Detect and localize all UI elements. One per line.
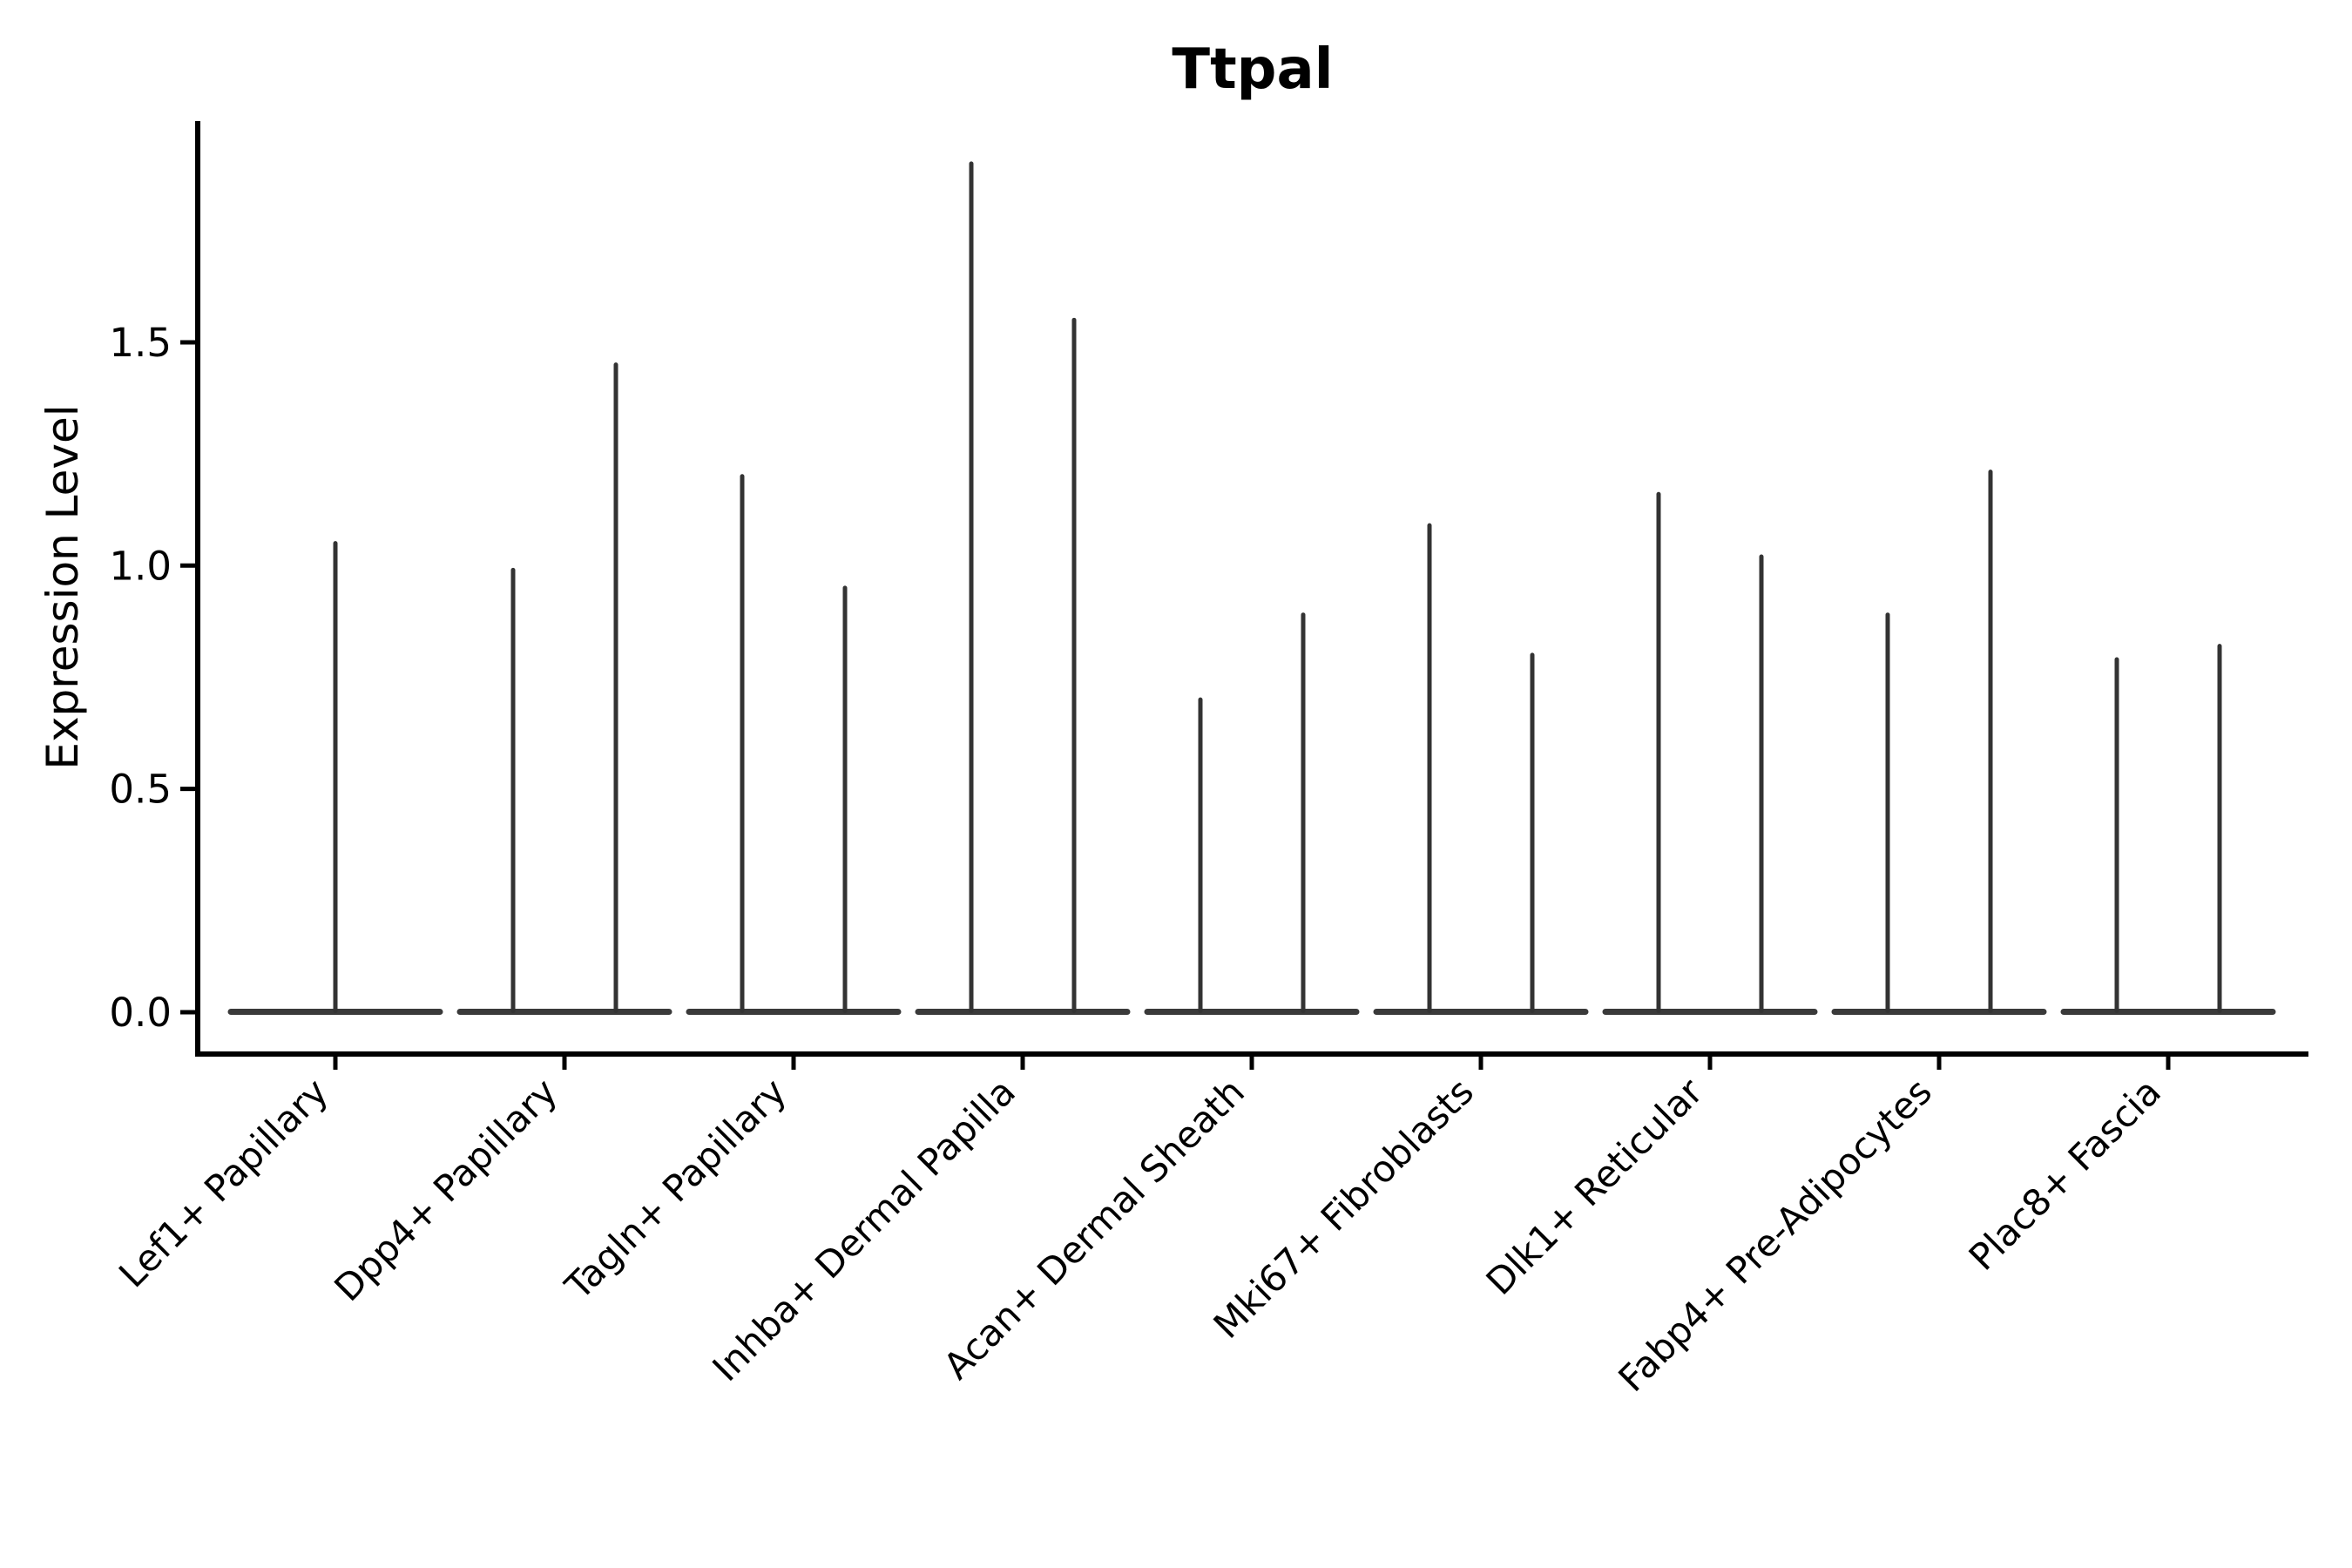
y-tick-label: 0.0 <box>109 990 172 1036</box>
chart-title: Ttpal <box>1172 37 1334 102</box>
x-tick-label: Dpp4+ Papillary <box>326 1070 565 1309</box>
y-tick-label: 1.5 <box>109 320 172 366</box>
y-tick-label: 0.5 <box>109 767 172 813</box>
x-tick-label: Plac8+ Fascia <box>1961 1070 2169 1278</box>
x-tick-label: Lef1+ Papillary <box>111 1070 336 1295</box>
y-axis-title: Expression Level <box>37 404 88 770</box>
x-tick-label: Dlk1+ Reticular <box>1478 1070 1712 1303</box>
x-tick-label: Mki67+ Fibroblasts <box>1206 1070 1482 1346</box>
x-tick-label: Tagln+ Papillary <box>557 1070 794 1308</box>
y-tick-label: 1.0 <box>109 543 172 589</box>
